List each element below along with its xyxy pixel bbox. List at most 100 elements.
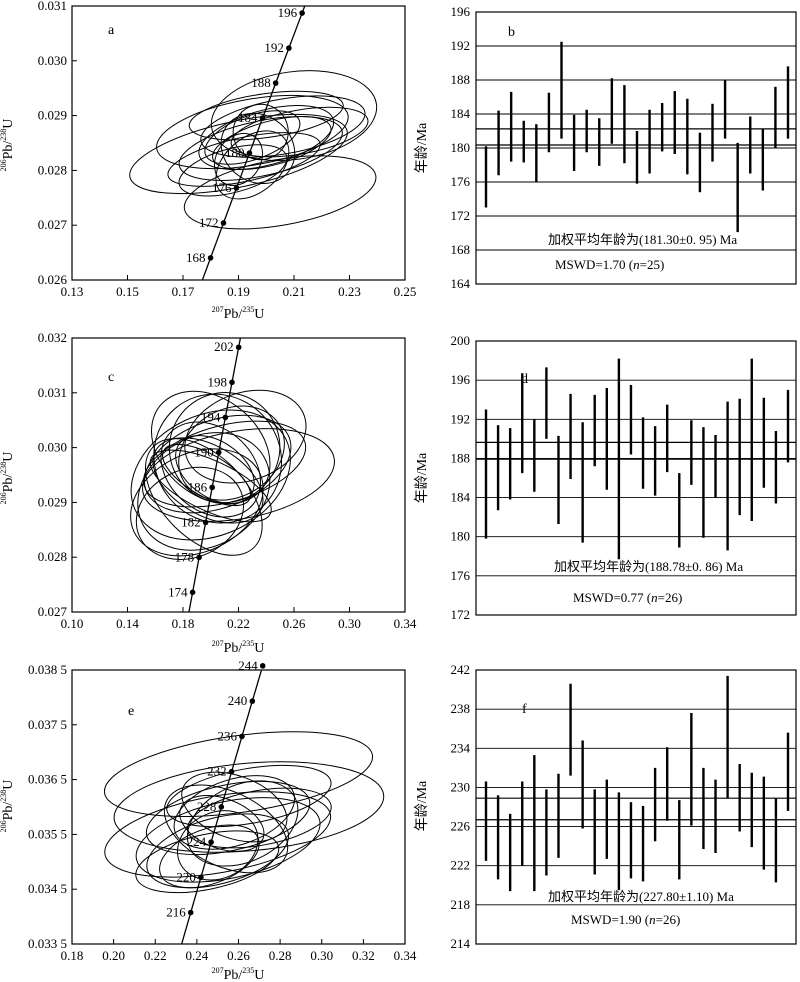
panel-a-ellipse — [200, 95, 366, 158]
panel-a-y-tick-label: 0.027 — [38, 217, 68, 232]
panel-a-concordia-dot — [207, 255, 214, 261]
panel-c-concordia-label: 202 — [214, 339, 234, 354]
panel-f-mean-band — [476, 797, 796, 821]
panel-f-weighted-mean: 214 218 222 226 230 234 238 242 f 加权平均年龄为(227.8… — [414, 662, 797, 951]
panel-b-y-tick-label: 192 — [451, 38, 471, 53]
panel-a-y-tick-label: 0.029 — [38, 108, 67, 123]
panel-b-y-axis: 164 168 172 176 180 184 188 192 196 — [451, 4, 471, 291]
panel-a-x-tick-label: 0.17 — [172, 284, 195, 299]
panel-e-concordia-label: 240 — [228, 693, 248, 708]
panel-c-concordia-line — [188, 338, 242, 612]
panel-a-concordia-label: 176 — [212, 180, 232, 195]
panel-e-letter: e — [128, 704, 134, 719]
panel-c-y-tick-label: 0.032 — [38, 330, 67, 345]
panel-a-x-tick-label: 0.23 — [338, 284, 361, 299]
panel-a-ellipse — [232, 103, 289, 161]
panel-c-concordia-curve: 174 178 182 186 190 194 198 202 — [168, 338, 242, 612]
panel-a-ellipse — [129, 113, 348, 195]
panel-b-y-tick-label: 180 — [451, 140, 471, 155]
panel-e-y-tick-label: 0.036 5 — [28, 772, 67, 787]
panel-e-concordia-label: 228 — [197, 799, 217, 814]
panel-c-x-title: 207Pb/235U — [212, 639, 265, 656]
panel-a-concordia-dot — [233, 185, 240, 191]
panel-f-y-tick-label: 242 — [451, 662, 471, 677]
panel-a-concordia-curve: 168 172 176 180 184 188 192 196 — [186, 5, 306, 280]
panel-e-ellipse — [135, 830, 280, 894]
panel-e-y-tick-label: 0.038 5 — [28, 662, 67, 677]
panel-e-y-tick-label: 0.034 5 — [28, 881, 67, 896]
panel-a-ellipse — [212, 116, 332, 170]
panel-e-ellipse — [179, 795, 265, 852]
panel-e-x-tick-label: 0.20 — [102, 948, 125, 963]
panel-a-y-tick-label: 0.026 — [38, 272, 68, 287]
panel-e-concordia-label: 236 — [217, 728, 237, 743]
panel-c-concordia-label: 194 — [201, 409, 221, 424]
panel-d-error-bars — [484, 358, 790, 560]
panel-a-x-tick-label: 0.15 — [116, 284, 139, 299]
panel-a-ellipse — [220, 112, 296, 185]
panel-d-gridlines — [476, 340, 796, 616]
panel-c-concordia-dot — [196, 554, 202, 561]
panel-a-concordia-label: 188 — [251, 75, 271, 90]
panel-c-concordia-dot — [229, 379, 235, 386]
panel-e-x-tick-label: 0.30 — [310, 948, 333, 963]
panel-f-y-tick-label: 222 — [451, 858, 471, 873]
panel-f-mean-label: 加权平均年龄为(227.80±1.10) Ma — [548, 889, 734, 904]
panel-c-concordia-label: 174 — [168, 584, 188, 599]
panel-f-y-tick-label: 234 — [451, 740, 471, 755]
panel-d-y-tick-label: 172 — [451, 607, 471, 622]
panel-b-mswd-label: MSWD=1.70 (n=25) — [555, 257, 664, 272]
panel-a-letter: a — [108, 23, 115, 38]
panel-e-ellipse — [113, 761, 385, 853]
panel-c-ellipse — [160, 421, 262, 518]
panel-a-concordia-label: 172 — [199, 215, 219, 230]
panel-d-y-tick-label: 188 — [451, 450, 471, 465]
panel-c-x-tick-label: 0.22 — [227, 616, 250, 631]
panel-e-concordia-line — [180, 670, 263, 944]
panel-c-ellipse — [178, 405, 285, 501]
panel-a-concordia-dot — [299, 10, 305, 16]
panel-a-y-axis: 0.026 0.027 0.028 0.029 0.030 0.031 — [38, 0, 77, 287]
panel-a-concordia-label: 184 — [238, 110, 258, 125]
panel-c-concordia-dot — [209, 484, 215, 491]
panel-a-y-tick-label: 0.030 — [38, 53, 67, 68]
panel-a-x-tick-label: 0.19 — [227, 284, 250, 299]
panel-f-y-tick-label: 214 — [451, 936, 471, 951]
panel-a-ellipse — [210, 70, 378, 162]
panel-a-concordia-dot — [286, 45, 292, 51]
panel-c-concordia-dot — [189, 589, 196, 596]
panel-e-ellipse — [135, 797, 321, 883]
panel-c-ellipse — [150, 390, 271, 505]
panel-c-concordia: 174 178 182 186 190 194 198 202 0.10 0.14 0.18 0.2… — [0, 330, 417, 656]
panel-c-ellipse — [135, 466, 245, 560]
panel-b-y-tick-label: 188 — [451, 72, 471, 87]
panel-a-x-axis: 0.13 0.15 0.17 0.19 0.21 0.23 0.25 — [61, 275, 416, 299]
panel-b-gridlines — [476, 11, 796, 285]
panel-c-x-tick-label: 0.34 — [394, 616, 417, 631]
panel-b-y-tick-label: 164 — [451, 276, 471, 291]
panel-a-concordia-label: 196 — [278, 5, 298, 20]
panel-e-concordia-label: 224 — [187, 834, 207, 849]
panel-c-x-tick-label: 0.18 — [172, 616, 195, 631]
panel-e-ellipse — [176, 810, 259, 881]
panel-d-mean-band — [476, 441, 796, 460]
panel-e-y-title: 206Pb/238U — [0, 780, 16, 833]
panel-f-y-tick-label: 226 — [451, 819, 471, 834]
panel-b-letter: b — [508, 25, 515, 40]
panel-d-mean-label: 加权平均年龄为(188.78±0. 86) Ma — [554, 559, 743, 574]
panel-c-frame — [71, 337, 406, 613]
panel-e-concordia-label: 244 — [238, 658, 258, 673]
panel-b-weighted-mean: 164 168 172 176 180 184 188 192 196 b 加权平均年龄为(18… — [414, 4, 797, 291]
panel-c-concordia-label: 186 — [188, 479, 208, 494]
panel-d-mswd-label: MSWD=0.77 (n=26) — [573, 590, 682, 605]
panel-d-letter: d — [521, 372, 528, 387]
panel-c-y-axis: 0.027 0.028 0.029 0.030 0.031 0.032 — [38, 330, 77, 619]
panel-a-x-tick-label: 0.21 — [283, 284, 306, 299]
panel-d-y-tick-label: 196 — [451, 372, 471, 387]
panel-b-y-title: 年龄/Ma — [414, 122, 430, 173]
panel-e-concordia-label: 216 — [166, 905, 186, 920]
panel-e-x-tick-label: 0.26 — [227, 948, 250, 963]
panel-a-ellipse — [214, 132, 263, 186]
panel-c-ellipse — [149, 449, 272, 523]
panel-b-y-tick-label: 196 — [451, 4, 471, 19]
